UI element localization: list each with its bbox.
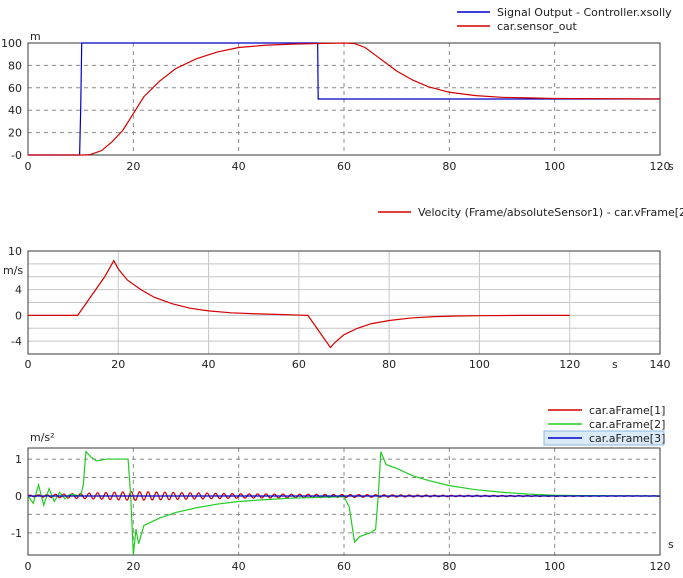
x-tick-label: 80 — [382, 358, 396, 371]
x-tick-label: 140 — [650, 358, 671, 371]
chart-3-grid — [28, 448, 660, 555]
chart-2-legend[interactable]: Velocity (Frame/absoluteSensor1) - car.v… — [378, 206, 683, 219]
x-tick-label: 120 — [559, 358, 580, 371]
y-tick-label: 0 — [15, 490, 22, 503]
x-tick-label: 20 — [126, 560, 140, 573]
x-tick-label: 60 — [337, 560, 351, 573]
chart-2-x-unit: s — [612, 358, 618, 371]
x-tick-label: 60 — [337, 160, 351, 173]
chart-3-x-unit: s — [668, 538, 674, 551]
x-tick-label: 100 — [544, 560, 565, 573]
y-tick-label: 0 — [15, 309, 22, 322]
chart-3-legend[interactable]: car.aFrame[1]car.aFrame[2]car.aFrame[3] — [543, 404, 665, 446]
y-tick-label: 60 — [8, 82, 22, 95]
x-tick-label: 80 — [442, 160, 456, 173]
x-tick-label: 0 — [25, 358, 32, 371]
chart-3-plot-frame — [27, 447, 661, 556]
x-tick-label: 40 — [202, 358, 216, 371]
chart-2-grid — [28, 251, 660, 355]
y-tick-label: 4 — [15, 284, 22, 297]
chart-3-series — [27, 450, 661, 556]
x-tick-label: 0 — [25, 160, 32, 173]
legend-highlight — [543, 430, 665, 446]
chart-1-series — [28, 42, 661, 156]
x-tick-label: 60 — [292, 358, 306, 371]
chart-3-y-unit: m/s² — [30, 431, 55, 444]
legend-label[interactable]: Signal Output - Controller.xsolly — [497, 6, 672, 19]
chart-1-x-unit: s — [668, 160, 674, 173]
chart-3-ticks: 0 20 40 60 80 100 120 1 0 -1 — [11, 453, 670, 573]
legend-label[interactable]: car.sensor_out — [497, 20, 577, 33]
y-tick-label: -1 — [11, 527, 22, 540]
legend-label[interactable]: car.aFrame[3] — [589, 432, 665, 445]
series-line-1 — [28, 259, 570, 349]
y-tick-label: 100 — [1, 37, 22, 50]
chart-1: 0 20 40 60 80 100 120 -0 20 40 60 80 100 m s Signal … — [1, 6, 674, 173]
x-tick-label: 40 — [232, 160, 246, 173]
y-tick-label: 10 — [8, 245, 22, 258]
series-line-2 — [27, 450, 661, 556]
x-tick-label: 100 — [469, 358, 490, 371]
x-tick-label: 120 — [650, 560, 671, 573]
series-line-2 — [28, 42, 661, 156]
chart-2-plot-frame — [27, 250, 661, 355]
x-tick-label: 0 — [25, 560, 32, 573]
x-tick-label: 20 — [111, 358, 125, 371]
chart-1-ticks: 0 20 40 60 80 100 120 -0 20 40 60 80 100 — [1, 37, 671, 173]
y-tick-label: 40 — [8, 104, 22, 117]
x-tick-label: 40 — [232, 560, 246, 573]
chart-2-y-unit: m/s — [3, 264, 23, 277]
y-tick-label: -4 — [11, 335, 22, 348]
legend-label[interactable]: car.aFrame[2] — [589, 418, 665, 431]
chart-1-y-unit: m — [30, 30, 41, 43]
y-tick-label: 1 — [15, 453, 22, 466]
y-tick-label: -0 — [11, 149, 22, 162]
x-tick-label: 100 — [544, 160, 565, 173]
chart-2-series — [28, 259, 570, 349]
y-tick-label: 80 — [8, 59, 22, 72]
x-tick-label: 120 — [650, 160, 671, 173]
chart-1-grid — [28, 43, 660, 155]
x-tick-label: 20 — [126, 160, 140, 173]
chart-3: 0 20 40 60 80 100 120 1 0 -1 m/s² s car.aFrame[1]… — [11, 404, 674, 573]
legend-label[interactable]: car.aFrame[1] — [589, 404, 665, 417]
x-tick-label: 80 — [442, 560, 456, 573]
chart-1-legend[interactable]: Signal Output - Controller.xsollycar.sen… — [457, 6, 672, 33]
y-tick-label: 20 — [8, 127, 22, 140]
legend-label[interactable]: Velocity (Frame/absoluteSensor1) - car.v… — [418, 206, 683, 219]
